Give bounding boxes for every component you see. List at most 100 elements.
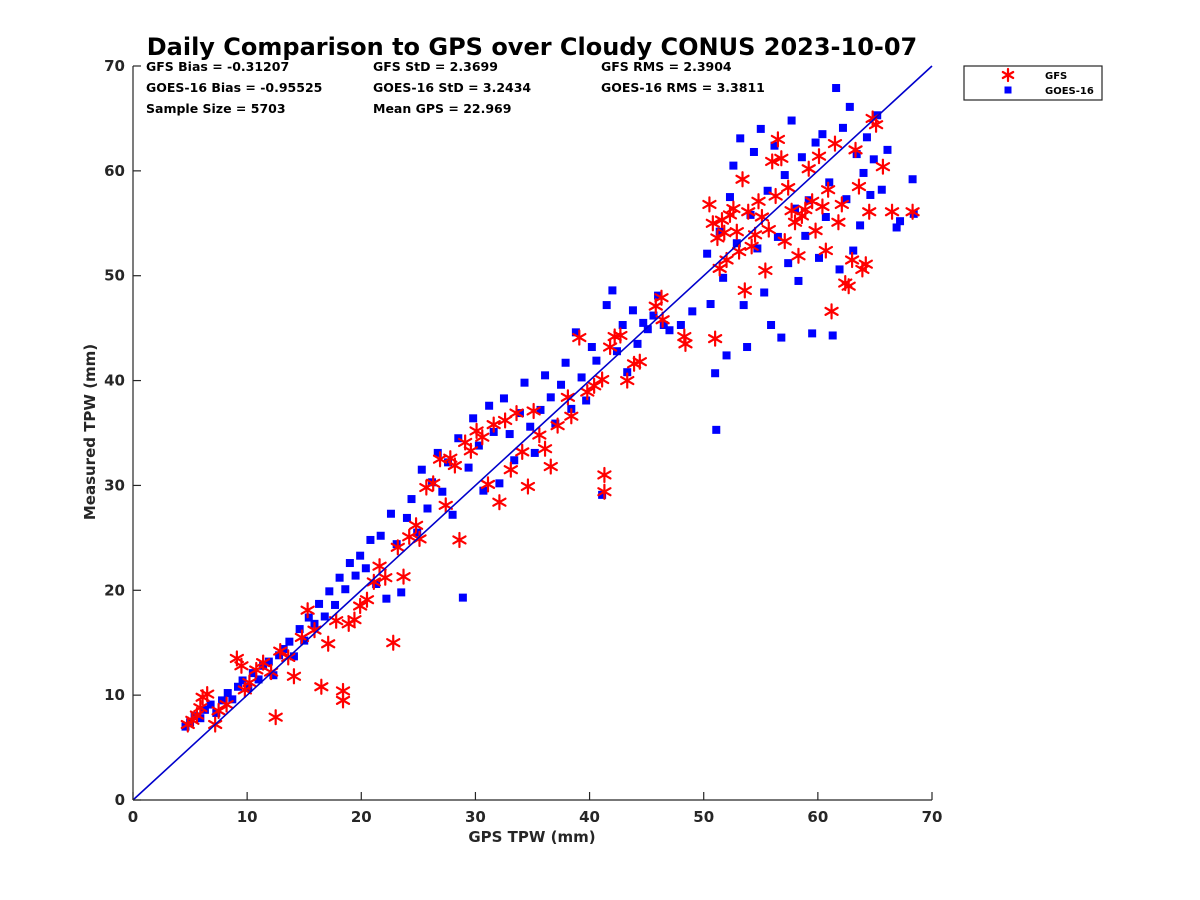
stat-text: Mean GPS = 22.969 (373, 101, 511, 116)
goes16-point (749, 147, 758, 156)
goes16-point (479, 486, 488, 495)
goes16-point (223, 689, 232, 698)
goes16-point (582, 396, 591, 405)
goes16-point (397, 588, 406, 597)
goes16-point (485, 401, 494, 410)
legend: GFS GOES-16 (963, 65, 1103, 101)
goes16-point (828, 331, 837, 340)
goes16-point (832, 84, 841, 93)
gfs-point (234, 657, 249, 674)
goes16-point (423, 504, 432, 513)
x-tick-label: 60 (807, 808, 828, 826)
gfs-point (761, 221, 776, 238)
goes16-point (649, 311, 658, 320)
y-axis-label: Measured TPW (mm) (81, 344, 99, 520)
x-tick-label: 20 (351, 808, 372, 826)
gfs-point (515, 443, 530, 460)
goes16-point (814, 253, 823, 262)
goes16-point (808, 329, 817, 338)
goes16-point (856, 221, 865, 230)
goes16-point (608, 286, 617, 295)
goes16-point (356, 551, 365, 560)
gfs-point (824, 303, 839, 320)
goes16-point (849, 246, 858, 255)
gfs-point (580, 384, 595, 401)
goes16-point (499, 394, 508, 403)
gfs-point (286, 668, 302, 685)
gfs-point (532, 426, 547, 444)
gfs-point (469, 422, 484, 440)
goes16-point (821, 212, 830, 221)
stat-text: GOES-16 RMS = 3.3811 (601, 80, 765, 95)
gfs-point (509, 404, 524, 422)
gfs-point (475, 429, 490, 446)
gfs-point (242, 674, 257, 691)
gfs-point (808, 222, 823, 239)
gfs-point (447, 457, 463, 474)
goes16-point (571, 328, 580, 337)
goes16-point (780, 171, 789, 180)
gfs-point (386, 634, 401, 651)
legend-gfs-marker (1001, 67, 1015, 83)
goes16-point (238, 676, 247, 685)
goes16-point (285, 637, 294, 646)
legend-box (963, 65, 1103, 101)
goes16-point (739, 301, 748, 310)
goes16-point (402, 513, 411, 522)
gfs-point (200, 685, 215, 703)
goes16-point (335, 573, 344, 582)
goes16-point (469, 414, 478, 423)
goes16-point (784, 259, 793, 268)
goes16-point (643, 325, 652, 334)
gfs-point (492, 494, 507, 511)
goes16-point (331, 600, 340, 609)
goes16-point (218, 696, 227, 705)
gfs-point (781, 179, 796, 196)
goes16-point (304, 613, 313, 622)
goes16-point (295, 625, 304, 634)
goes16-point (688, 307, 697, 316)
gfs-point (613, 327, 628, 344)
gfs-point (526, 402, 541, 420)
gfs-point (702, 196, 717, 213)
goes16-point (530, 448, 539, 457)
gfs-point (255, 654, 271, 671)
goes16-point (825, 178, 834, 187)
gfs-point (741, 203, 756, 220)
y-tick-label: 0 (115, 791, 125, 809)
gfs-point (848, 141, 863, 158)
gfs-point (572, 329, 587, 346)
goes16-point (628, 306, 637, 315)
axes: 0 10 20 30 40 50 60 70 0 10 20 30 40 50 60 70 (104, 57, 942, 826)
y-tick-label: 30 (104, 476, 125, 494)
goes16-point (602, 301, 611, 310)
gfs-point (249, 661, 264, 679)
gfs-point (486, 416, 501, 433)
gfs-point (564, 408, 579, 425)
gfs-point (791, 247, 806, 264)
goes16-point (639, 318, 648, 327)
goes16-point (859, 168, 868, 177)
goes16-point (587, 343, 596, 352)
gfs-point (858, 256, 873, 273)
y-tick-label: 10 (104, 686, 125, 704)
x-tick-label: 0 (128, 808, 138, 826)
gfs-point (586, 377, 602, 394)
goes16-point (407, 495, 416, 504)
goes16-point (320, 612, 329, 621)
gfs-point (597, 483, 612, 500)
goes16-point (756, 124, 765, 133)
goes16-point (382, 594, 391, 603)
goes16-point (732, 239, 741, 248)
goes16-point (438, 487, 447, 496)
stat-text: GOES-16 StD = 3.2434 (373, 80, 531, 95)
goes16-point (711, 369, 720, 378)
goes16-point (818, 130, 827, 139)
goes16-point (869, 155, 878, 164)
goes16-point (598, 490, 607, 499)
goes16-point (838, 123, 847, 132)
stat-text: GFS StD = 2.3699 (373, 59, 498, 74)
gfs-point (654, 289, 669, 306)
gfs-point (729, 223, 744, 240)
